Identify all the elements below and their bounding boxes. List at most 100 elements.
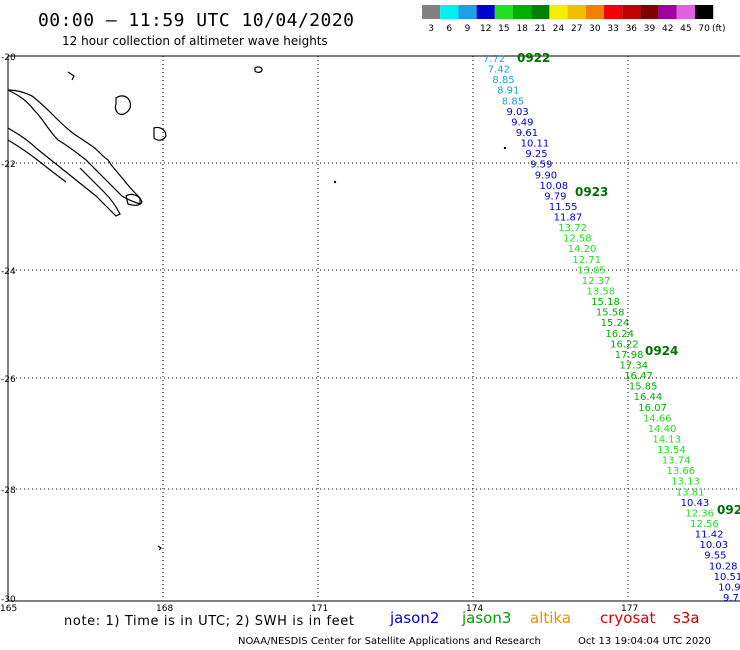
legend-label: 30	[589, 24, 601, 34]
loyalty-island-2	[153, 126, 167, 141]
wave-height-value: 17.98	[615, 350, 644, 361]
footer-note: note: 1) Time is in UTC; 2) SWH is in fe…	[64, 614, 354, 629]
wave-height-value: 9.59	[530, 160, 552, 171]
legend-swatch	[695, 5, 714, 19]
legend-label: 70	[698, 24, 710, 34]
page-title: 00:00 – 11:59 UTC 10/04/2020	[38, 10, 354, 31]
wave-height-value: 15.58	[596, 308, 625, 319]
satellite-name: altika	[530, 609, 571, 627]
wave-height-value: 14.20	[568, 244, 597, 255]
islet-3	[157, 545, 162, 551]
lon-labels: 165 168 171 174 177	[0, 604, 638, 614]
legend-label: 18	[516, 24, 528, 34]
wave-height-value: 8.85	[492, 75, 514, 86]
legend-label: 21	[535, 24, 546, 34]
lon-label: 171	[311, 604, 328, 614]
legend-label: 6	[446, 24, 452, 34]
satellite-name: s3a	[673, 609, 700, 627]
reef-outline	[7, 139, 67, 183]
satellite-name: jason3	[461, 609, 511, 627]
wave-height-value: 16.47	[624, 371, 653, 382]
generated-timestamp: Oct 13 19:04:04 UTC 2020	[578, 636, 711, 647]
map-frame	[7, 55, 740, 602]
wave-height-value: 9.79	[544, 191, 566, 202]
wave-height-value: 11.87	[554, 213, 583, 224]
lat-label: -24	[1, 267, 16, 277]
legend-swatch	[513, 5, 532, 19]
time-labels: 0922 0923 0924 0924	[517, 51, 740, 517]
credit-text: NOAA/NESDIS Center for Satellite Applica…	[238, 636, 541, 647]
legend-unit-label: (ft)	[712, 24, 726, 34]
legend-swatch	[422, 5, 441, 19]
wave-height-value: 13.74	[662, 456, 691, 467]
wave-height-value: 12.58	[563, 234, 592, 245]
time-label: 0924	[717, 503, 740, 517]
wave-height-value: 14.40	[648, 424, 677, 435]
wave-height-value: 9.49	[511, 117, 533, 128]
islet-dot	[503, 146, 507, 150]
wave-height-value: 11.42	[695, 530, 724, 541]
new-caledonia-coastline	[7, 89, 141, 205]
legend-swatch	[458, 5, 477, 19]
wave-height-value: 12.36	[685, 509, 714, 520]
legend-swatch	[531, 5, 550, 19]
wave-height-value: 16.07	[638, 403, 667, 414]
satellite-name: cryosat	[600, 609, 655, 627]
wave-height-value: 10.03	[700, 540, 729, 551]
legend-label: 45	[680, 24, 691, 34]
wave-height-value: 9.7	[723, 593, 739, 604]
islet-1	[254, 66, 263, 73]
wave-height-value: 7.72	[483, 54, 505, 65]
wave-height-value: 12.37	[582, 276, 611, 287]
wave-height-value: 13.66	[667, 466, 696, 477]
legend-swatch	[640, 5, 659, 19]
legend-swatch	[440, 5, 459, 19]
legend-swatch	[494, 5, 513, 19]
legend-label: 15	[498, 24, 509, 34]
legend-label: 39	[644, 24, 656, 34]
wave-height-value: 13.72	[558, 223, 587, 234]
legend-swatch	[476, 5, 495, 19]
wave-height-value: 10.51	[714, 572, 740, 583]
lat-label: -26	[1, 375, 16, 385]
satellite-name: jason2	[389, 609, 439, 627]
legend-swatch	[585, 5, 604, 19]
lon-label: 165	[0, 604, 17, 614]
wave-height-value: 9.61	[516, 128, 538, 139]
wave-height-value: 10.43	[681, 498, 710, 509]
color-legend: 3 6 9 12 15 18 21 24 27 30 33 36 39 42 45 70	[422, 5, 714, 34]
lat-label: -28	[1, 486, 16, 496]
wave-height-value: 14.66	[643, 413, 672, 424]
legend-swatch	[676, 5, 695, 19]
page-subtitle: 12 hour collection of altimeter wave hei…	[62, 34, 328, 48]
legend-label: 9	[465, 24, 471, 34]
wave-height-value: 8.85	[502, 96, 524, 107]
wave-height-value: 10.11	[521, 139, 550, 150]
legend-swatch	[604, 5, 623, 19]
lat-labels: -20 -22 -24 -26 -28 -30	[1, 53, 16, 605]
wave-height-value: 7.42	[488, 65, 510, 76]
lon-label: 174	[466, 604, 483, 614]
wave-height-value: 8.91	[497, 86, 519, 97]
wave-height-value: 15.85	[629, 382, 658, 393]
legend-label: 27	[571, 24, 582, 34]
loyalty-island-1	[114, 95, 132, 115]
legend-swatch	[549, 5, 568, 19]
legend-label: 24	[553, 24, 565, 34]
wave-height-value: 10.99	[718, 582, 740, 593]
loyalty-island-3	[125, 193, 143, 206]
coastlines	[7, 66, 263, 551]
wave-height-value: 13.13	[671, 477, 700, 488]
wave-height-value: 15.18	[591, 297, 620, 308]
wave-height-value: 17.34	[620, 361, 649, 372]
legend-label: 36	[626, 24, 638, 34]
wave-height-value: 16.22	[610, 339, 639, 350]
time-label: 0922	[517, 51, 550, 65]
legend-swatch	[567, 5, 586, 19]
time-label: 0924	[645, 344, 678, 358]
wave-height-value: 13.58	[587, 287, 616, 298]
wave-height-value: 9.25	[525, 149, 547, 160]
lat-label: -30	[1, 595, 16, 605]
islet-dot	[333, 180, 337, 184]
